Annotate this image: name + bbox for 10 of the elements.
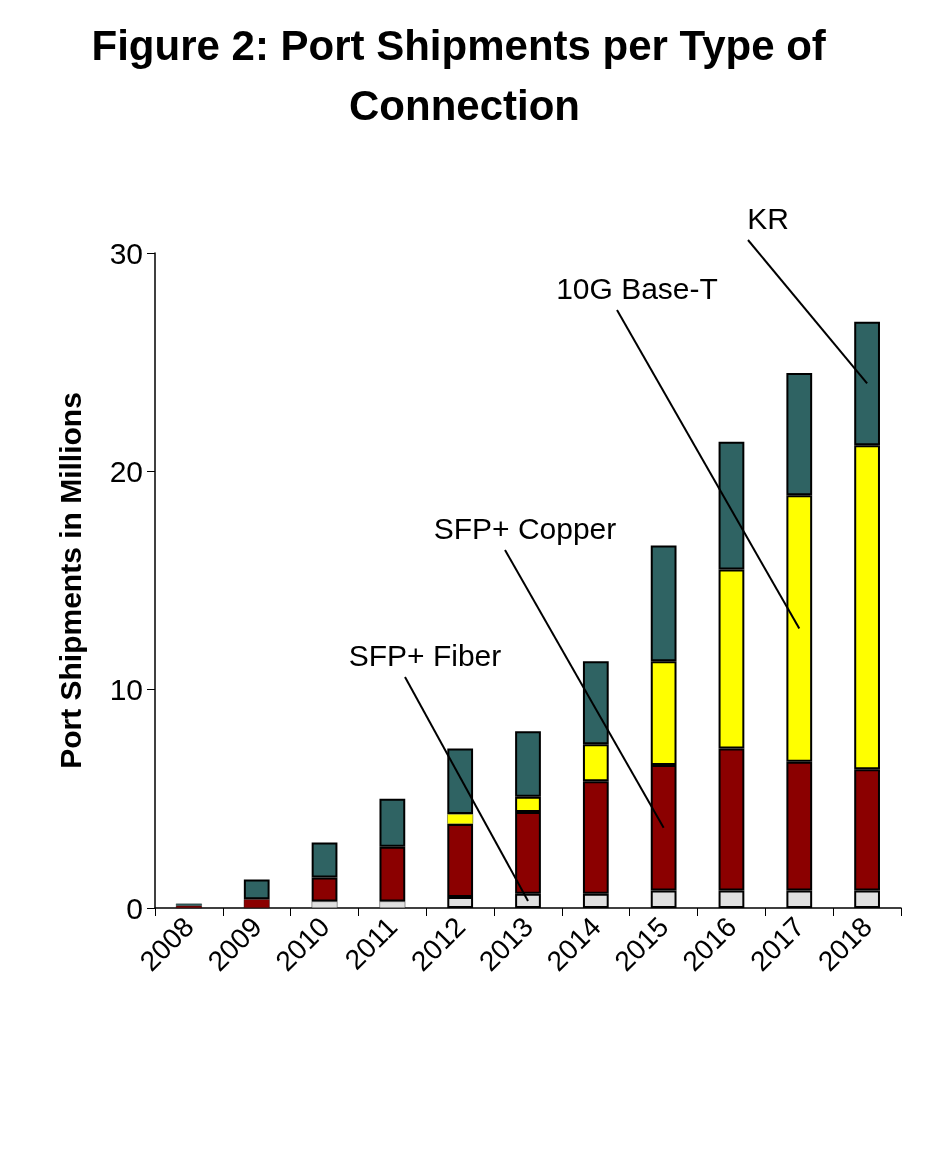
y-tick-label: 10 [109,673,143,707]
text: 10G Base-T [556,271,718,305]
chart-title: Figure 2: Port Shipments per Type of Connection [91,21,838,129]
text: SFP+ Fiber [348,638,502,672]
y-tick-label: 0 [126,891,143,925]
y-axis-title: Port Shipments in Millions [53,392,87,769]
text: SFP+ Copper [433,511,617,545]
y-tick-label: 30 [109,236,143,270]
text: KR [747,201,789,235]
y-tick-label: 20 [109,454,143,488]
